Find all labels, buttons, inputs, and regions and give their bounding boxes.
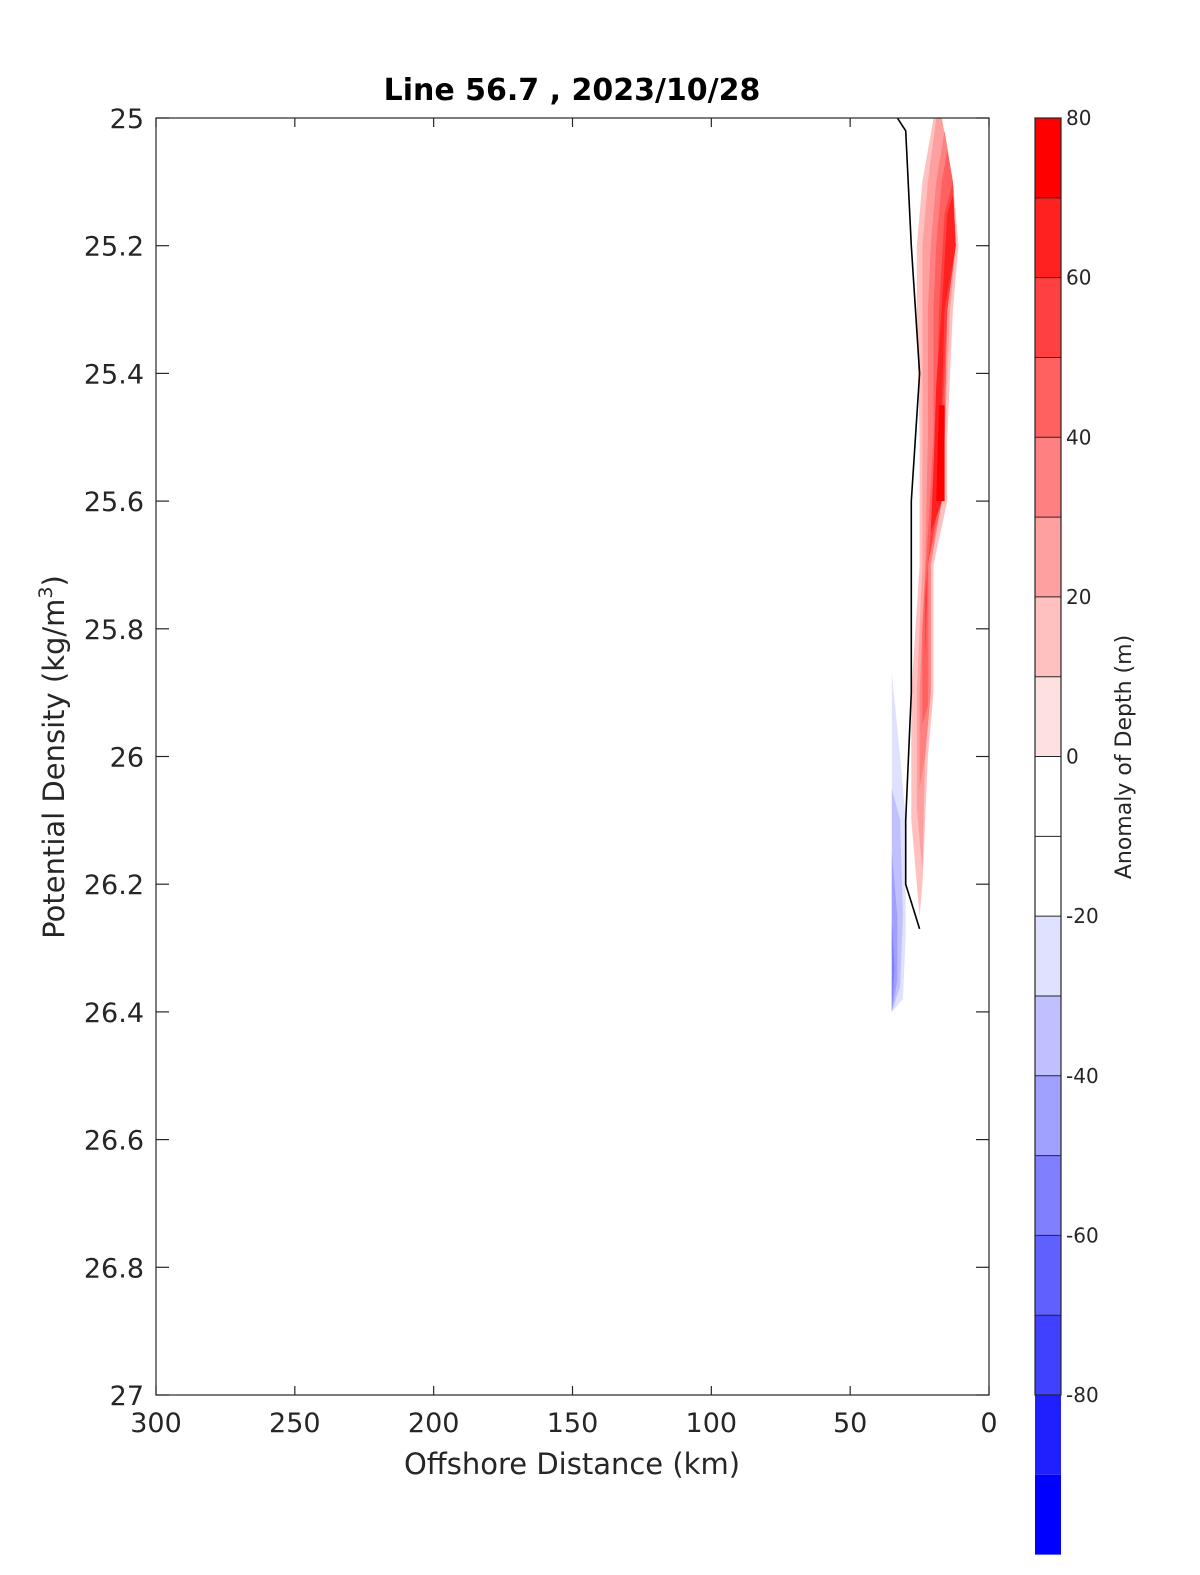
x-tick-label: 0 xyxy=(980,1408,997,1439)
colorbar-band xyxy=(1035,1235,1061,1316)
colorbar-band xyxy=(1035,1474,1061,1555)
colorbar-band xyxy=(1035,1315,1061,1395)
colorbar-band xyxy=(1035,437,1061,518)
colorbar-band xyxy=(1035,197,1061,278)
y-axis-label-main: Potential Density (kg/m xyxy=(37,599,71,939)
colorbar-label: Anomaly of Depth (m) xyxy=(1112,635,1137,879)
y-axis-label-end: ) xyxy=(37,575,71,586)
colorbar-tick-label: 40 xyxy=(1066,425,1091,449)
positive-anomaly-layer xyxy=(930,194,956,533)
contour-layers xyxy=(891,118,959,1012)
y-axis-label-superscript: 3 xyxy=(35,586,57,598)
x-tick-label: 250 xyxy=(269,1408,321,1439)
colorbar-tick-label: 0 xyxy=(1066,745,1079,769)
colorbar-band xyxy=(1035,756,1061,837)
chart-title: Line 56.7 , 2023/10/28 xyxy=(384,73,761,108)
y-tick-label: 26.8 xyxy=(84,1253,144,1284)
y-axis-label: Potential Density (kg/m3) xyxy=(35,575,71,939)
colorbar-tick-label: -80 xyxy=(1066,1383,1099,1407)
colorbar-band xyxy=(1035,916,1061,996)
colorbar-band xyxy=(1035,118,1061,198)
y-tick-label: 25 xyxy=(110,104,144,135)
plot-frame xyxy=(155,117,990,1396)
positive-anomaly-layer xyxy=(936,405,945,502)
y-tick-label: 25.4 xyxy=(84,359,144,390)
x-tick-label: 50 xyxy=(833,1408,867,1439)
colorbar-band xyxy=(1035,995,1061,1076)
y-tick-label: 25.6 xyxy=(84,487,144,518)
zero-contour-line xyxy=(896,117,921,930)
colorbar: 80 60 40 20 0 -20 -40 -60 -80 Anomaly of Depth (… xyxy=(1034,106,1137,1555)
colorbar-tick-label: -40 xyxy=(1066,1064,1099,1088)
plot-background xyxy=(156,118,989,1395)
colorbar-band xyxy=(1035,676,1061,757)
colorbar-tick-label: -60 xyxy=(1066,1223,1099,1247)
colorbar-band xyxy=(1035,1395,1061,1475)
colorbar-frame xyxy=(1034,117,1062,1396)
colorbar-band xyxy=(1035,596,1061,677)
x-tick-labels: 300 250 200 150 100 50 0 xyxy=(130,1408,997,1439)
y-tick-label: 26.6 xyxy=(84,1126,144,1157)
colorbar-tick-label: 20 xyxy=(1066,585,1091,609)
colorbar-tick-label: 80 xyxy=(1066,106,1091,130)
y-tick-label: 26.2 xyxy=(84,870,144,901)
colorbar-band xyxy=(1035,357,1061,438)
y-tick-label: 26 xyxy=(110,743,144,774)
plot-area xyxy=(155,117,990,1396)
colorbar-tick-labels: 80 60 40 20 0 -20 -40 -60 -80 xyxy=(1066,106,1099,1407)
y-tick-labels: 25 25.2 25.4 25.6 25.8 26 26.2 26.4 26.6 26.8 27 xyxy=(84,104,144,1412)
colorbar-tick-label: -20 xyxy=(1066,904,1099,928)
x-tick-label: 150 xyxy=(547,1408,599,1439)
y-tick-label: 25.8 xyxy=(84,615,144,646)
colorbar-band xyxy=(1035,277,1061,358)
x-axis-label: Offshore Distance (km) xyxy=(404,1447,740,1481)
colorbar-tick-label: 60 xyxy=(1066,266,1091,290)
colorbar-bands xyxy=(1035,118,1061,1555)
negative-anomaly-layer xyxy=(891,922,895,1012)
colorbar-band xyxy=(1035,1155,1061,1236)
x-tick-label: 200 xyxy=(408,1408,460,1439)
colorbar-band xyxy=(1035,1075,1061,1156)
y-tick-label: 26.4 xyxy=(84,998,144,1029)
y-tick-label: 25.2 xyxy=(84,232,144,263)
colorbar-band xyxy=(1035,836,1061,917)
colorbar-band xyxy=(1035,517,1061,597)
x-tick-label: 300 xyxy=(130,1408,182,1439)
x-tick-label: 100 xyxy=(686,1408,738,1439)
y-tick-label: 27 xyxy=(110,1381,144,1412)
